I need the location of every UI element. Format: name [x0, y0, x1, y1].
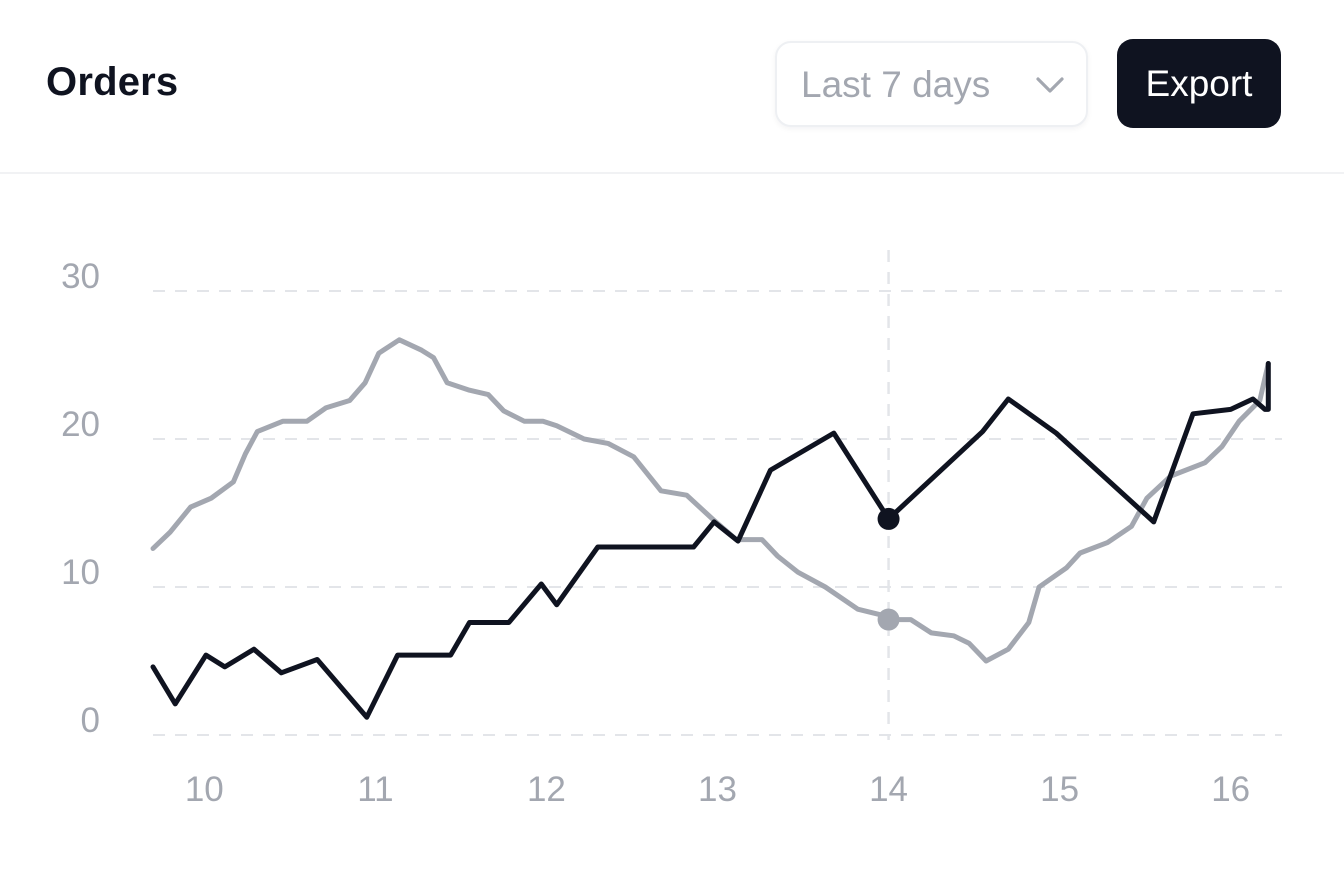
x-tick-label: 12 — [527, 770, 566, 809]
chevron-down-icon — [1036, 77, 1064, 93]
x-tick-label: 16 — [1211, 770, 1250, 809]
x-tick-label: 11 — [357, 770, 393, 809]
x-tick-label: 14 — [869, 770, 908, 809]
y-axis: 0 10 20 30 — [61, 257, 100, 740]
y-tick-label: 10 — [61, 553, 100, 592]
x-tick-label: 10 — [185, 770, 224, 809]
x-tick-label: 13 — [698, 770, 737, 809]
y-tick-label: 0 — [81, 701, 100, 740]
chart-grid — [153, 250, 1282, 740]
date-range-select[interactable]: Last 7 days — [775, 41, 1088, 127]
marker-current — [877, 507, 900, 530]
chart-series — [150, 337, 1271, 720]
page-title: Orders — [46, 60, 179, 104]
export-button[interactable]: Export — [1117, 39, 1281, 128]
x-axis: 10 11 12 13 14 15 16 — [185, 770, 1250, 809]
card-header: Orders Last 7 days Export — [0, 0, 1344, 174]
x-tick-label: 15 — [1040, 770, 1079, 809]
y-tick-label: 30 — [61, 257, 100, 296]
orders-line-chart: 0 10 20 30 10 11 12 13 14 15 16 — [61, 250, 1282, 809]
chart-markers — [877, 507, 900, 631]
series-line-previous — [150, 337, 1271, 664]
y-tick-label: 20 — [61, 405, 100, 444]
series-line-current — [150, 361, 1271, 720]
marker-previous — [877, 608, 900, 631]
date-range-label: Last 7 days — [801, 64, 991, 105]
